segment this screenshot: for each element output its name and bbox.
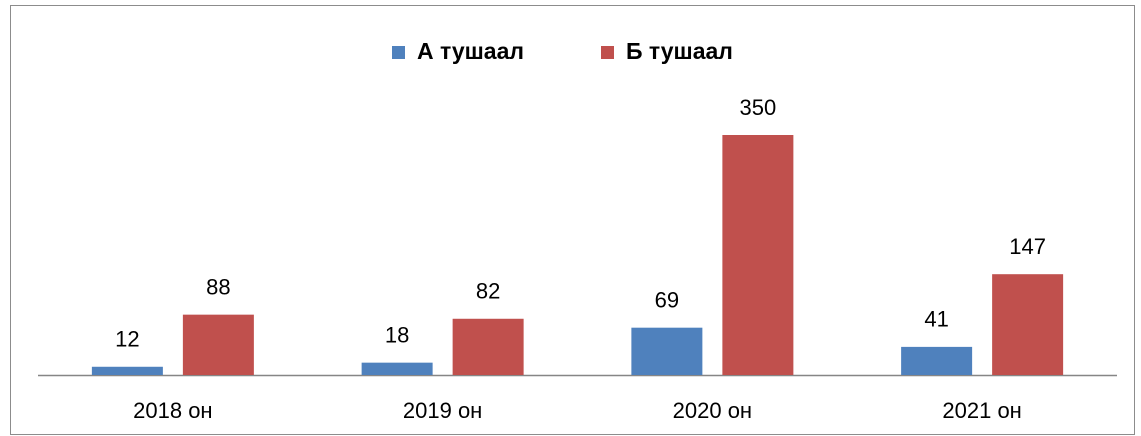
bar [992,274,1064,375]
data-label: 18 [385,322,409,347]
data-label: 12 [115,327,139,352]
bar [452,318,524,375]
bar [91,366,163,375]
legend-label: А тушаал [417,38,524,64]
legend-swatch [392,46,405,59]
bar [182,314,254,375]
data-label: 350 [740,95,777,120]
bar [631,327,703,375]
data-label: 41 [924,307,948,332]
x-tick-label: 2020 он [673,398,752,423]
bar [722,135,794,375]
data-label: 88 [206,274,230,299]
data-label: 82 [476,279,500,304]
legend-label: Б тушаал [626,38,733,64]
bar [361,362,433,375]
x-tick-label: 2018 он [133,398,212,423]
data-label: 69 [655,287,679,312]
data-label: 147 [1009,234,1046,259]
x-tick-label: 2019 он [403,398,482,423]
bar [901,346,973,375]
x-tick-label: 2021 он [942,398,1021,423]
legend-swatch [601,46,614,59]
